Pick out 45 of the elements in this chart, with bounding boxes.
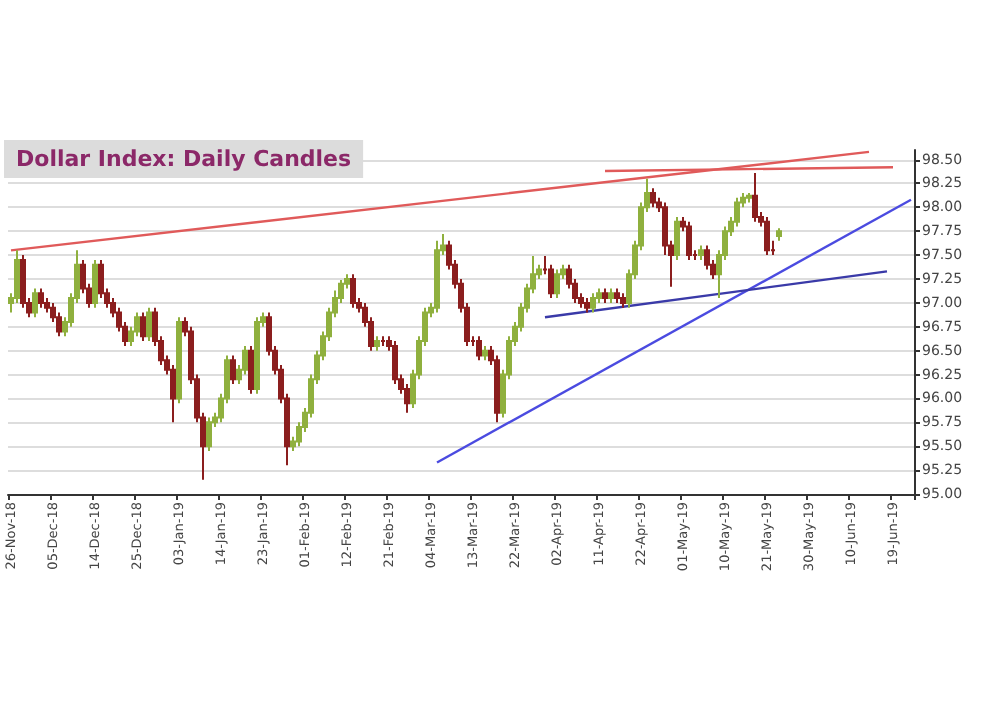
candlestick [554,268,560,300]
candlestick [608,287,614,304]
candlestick [404,383,410,414]
chart-title: Dollar Index: Daily Candles [16,146,353,172]
candlestick [56,311,62,338]
candlestick [620,292,626,309]
candlestick [140,311,146,343]
candlestick [674,215,680,261]
candlestick [206,416,212,452]
candlestick [596,287,602,304]
candlestick [20,254,26,309]
candlestick [614,287,620,304]
candlestick [734,196,740,228]
candlestick [38,287,44,309]
candlestick [350,273,356,309]
candlestick [230,354,236,386]
candlestick [134,311,140,338]
candlestick [32,287,38,319]
candlestick [590,292,596,314]
candlestick [434,239,440,314]
candlestick [650,187,656,209]
candlestick [92,258,98,309]
candlestick [14,249,20,304]
candlestick [548,263,554,300]
candlestick [98,258,104,300]
candlestick [248,344,254,395]
candlestick [374,335,380,352]
candlestick [752,171,758,223]
candlestick [698,244,704,261]
candlestick [776,227,782,242]
candlestick [686,220,692,261]
candlestick [494,354,500,424]
candlestick [176,316,182,405]
candlestick [242,344,248,376]
candlestick [602,287,608,304]
candlestick [764,215,770,257]
candlestick [44,297,50,314]
candlestick [482,344,488,362]
candlestick [146,306,152,343]
candlestick [476,335,482,362]
candlestick [584,297,590,314]
candlestick [704,244,710,271]
candlestick [254,316,260,395]
candlestick [746,192,752,204]
candlestick [392,340,398,386]
